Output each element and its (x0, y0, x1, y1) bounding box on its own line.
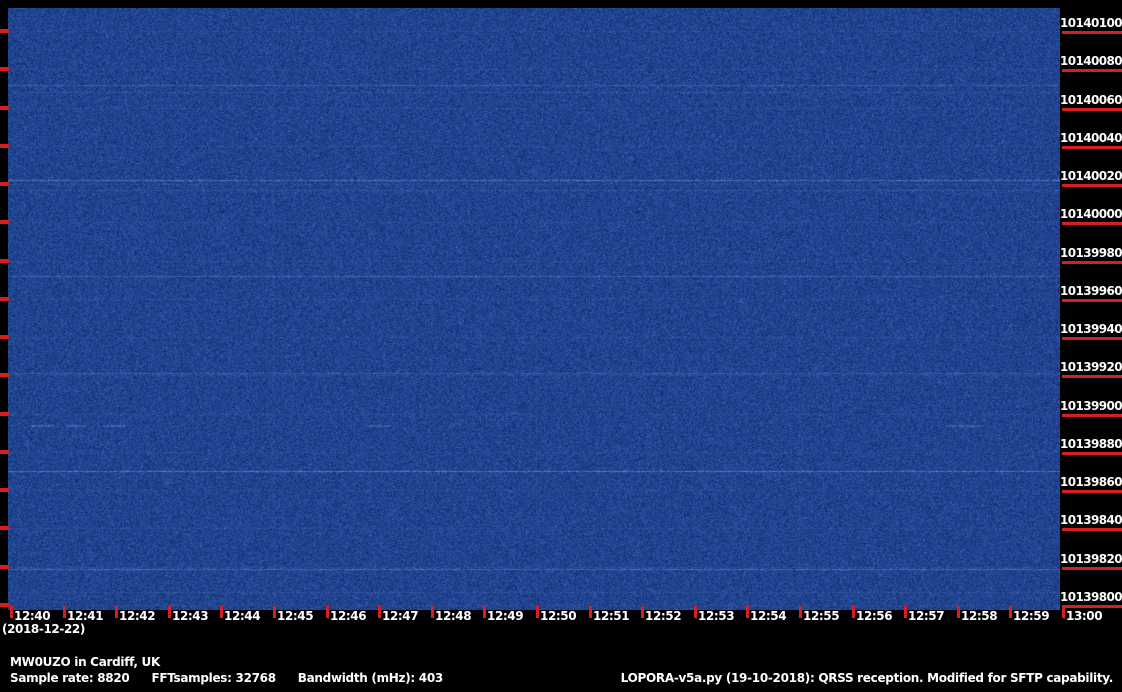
freq-tick-label: 10139900 (1060, 398, 1122, 413)
freq-underline-bar (1062, 31, 1122, 34)
freq-underline-bar (1062, 375, 1122, 378)
freq-underline-bar (1062, 69, 1122, 72)
capture-param: FFTsamples: 32768 (151, 671, 276, 685)
freq-left-tick (0, 67, 9, 71)
time-tick-label: 12:47 (382, 609, 419, 623)
station-label: MW0UZO in Cardiff, UK (10, 655, 160, 669)
freq-underline-bar (1062, 490, 1122, 493)
freq-left-tick (0, 144, 9, 148)
time-tick (1009, 606, 1012, 618)
freq-tick-label: 10139840 (1060, 513, 1122, 528)
freq-left-tick (0, 412, 9, 416)
capture-param: Sample rate: 8820 (10, 671, 130, 685)
freq-left-tick (0, 526, 9, 530)
freq-tick-label: 10139920 (1060, 360, 1122, 375)
time-tick (115, 606, 118, 618)
date-label: (2018-12-22) (2, 622, 85, 636)
capture-params: Sample rate: 8820 FFTsamples: 32768 Bandwi… (10, 671, 443, 685)
time-tick (63, 606, 66, 618)
time-tick-label: 12:58 (961, 609, 998, 623)
time-tick-label: 12:51 (593, 609, 630, 623)
freq-left-tick (0, 106, 9, 110)
freq-left-tick (0, 603, 9, 607)
time-tick-label: 12:53 (698, 609, 735, 623)
time-tick (431, 606, 434, 618)
time-tick (904, 606, 907, 618)
freq-underline-bar (1062, 414, 1122, 417)
time-tick (378, 606, 381, 618)
time-tick (957, 606, 960, 618)
time-tick-label: 12:42 (119, 609, 156, 623)
freq-left-tick (0, 373, 9, 377)
freq-underline-bar (1062, 222, 1122, 225)
freq-tick-label: 10139860 (1060, 475, 1122, 490)
time-tick-label: 12:54 (750, 609, 787, 623)
time-tick-label: 12:56 (856, 609, 893, 623)
freq-tick-label: 10139980 (1060, 245, 1122, 260)
freq-underline-bar (1062, 184, 1122, 187)
time-tick (483, 606, 486, 618)
time-tick-label: 12:43 (172, 609, 209, 623)
time-tick-label: 12:45 (277, 609, 314, 623)
time-tick (746, 606, 749, 618)
time-tick-label: 12:44 (224, 609, 261, 623)
freq-tick-label: 10139940 (1060, 322, 1122, 337)
time-tick (326, 606, 329, 618)
time-tick (273, 606, 276, 618)
freq-underline-bar (1062, 299, 1122, 302)
freq-tick-label: 10139960 (1060, 283, 1122, 298)
freq-underline-bar (1062, 146, 1122, 149)
freq-underline-bar (1062, 108, 1122, 111)
freq-left-tick (0, 182, 9, 186)
freq-left-tick (0, 29, 9, 33)
freq-underline-bar (1062, 528, 1122, 531)
time-tick-label: 12:40 (14, 609, 51, 623)
time-tick (10, 606, 13, 618)
time-tick (168, 606, 171, 618)
time-tick-label: 12:48 (435, 609, 472, 623)
freq-underline-bar (1062, 337, 1122, 340)
freq-tick-label: 10140060 (1060, 92, 1122, 107)
time-tick-label: 12:55 (803, 609, 840, 623)
time-tick (536, 606, 539, 618)
time-tick-label: 12:49 (487, 609, 524, 623)
time-tick-label: 12:41 (67, 609, 104, 623)
freq-left-tick (0, 335, 9, 339)
freq-left-tick (0, 259, 9, 263)
freq-left-tick (0, 297, 9, 301)
time-tick-label: 12:52 (645, 609, 682, 623)
capture-param: Bandwidth (mHz): 403 (297, 671, 443, 685)
freq-tick-label: 10140040 (1060, 130, 1122, 145)
freq-tick-label: 10140080 (1060, 54, 1122, 69)
time-tick (1062, 606, 1065, 618)
time-tick (589, 606, 592, 618)
freq-underline-bar (1062, 605, 1122, 608)
freq-tick-label: 10140020 (1060, 169, 1122, 184)
time-tick-label: 13:00 (1066, 609, 1103, 623)
time-tick-label: 12:57 (908, 609, 945, 623)
time-tick (641, 606, 644, 618)
time-tick-label: 12:59 (1013, 609, 1050, 623)
freq-tick-label: 10140100 (1060, 16, 1122, 30)
freq-tick-label: 10139800 (1060, 590, 1122, 604)
freq-tick-label: 10139880 (1060, 436, 1122, 451)
freq-tick-label: 10140000 (1060, 207, 1122, 222)
time-tick-label: 12:46 (330, 609, 367, 623)
software-version-label: LOPORA-v5a.py (19-10-2018): QRSS recepti… (620, 671, 1114, 685)
freq-left-tick (0, 450, 9, 454)
freq-left-tick (0, 488, 9, 492)
time-tick (852, 606, 855, 618)
freq-underline-bar (1062, 261, 1122, 264)
time-tick (694, 606, 697, 618)
spectrogram-plot (8, 8, 1060, 610)
freq-underline-bar (1062, 567, 1122, 570)
freq-left-tick (0, 565, 9, 569)
freq-left-tick (0, 220, 9, 224)
freq-tick-label: 10139820 (1060, 551, 1122, 566)
time-tick (220, 606, 223, 618)
freq-underline-bar (1062, 452, 1122, 455)
time-tick (799, 606, 802, 618)
time-tick-label: 12:50 (540, 609, 577, 623)
